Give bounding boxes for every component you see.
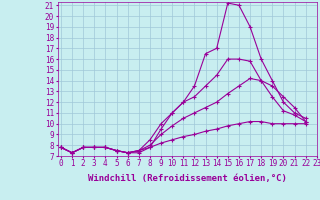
X-axis label: Windchill (Refroidissement éolien,°C): Windchill (Refroidissement éolien,°C) [88, 174, 287, 183]
